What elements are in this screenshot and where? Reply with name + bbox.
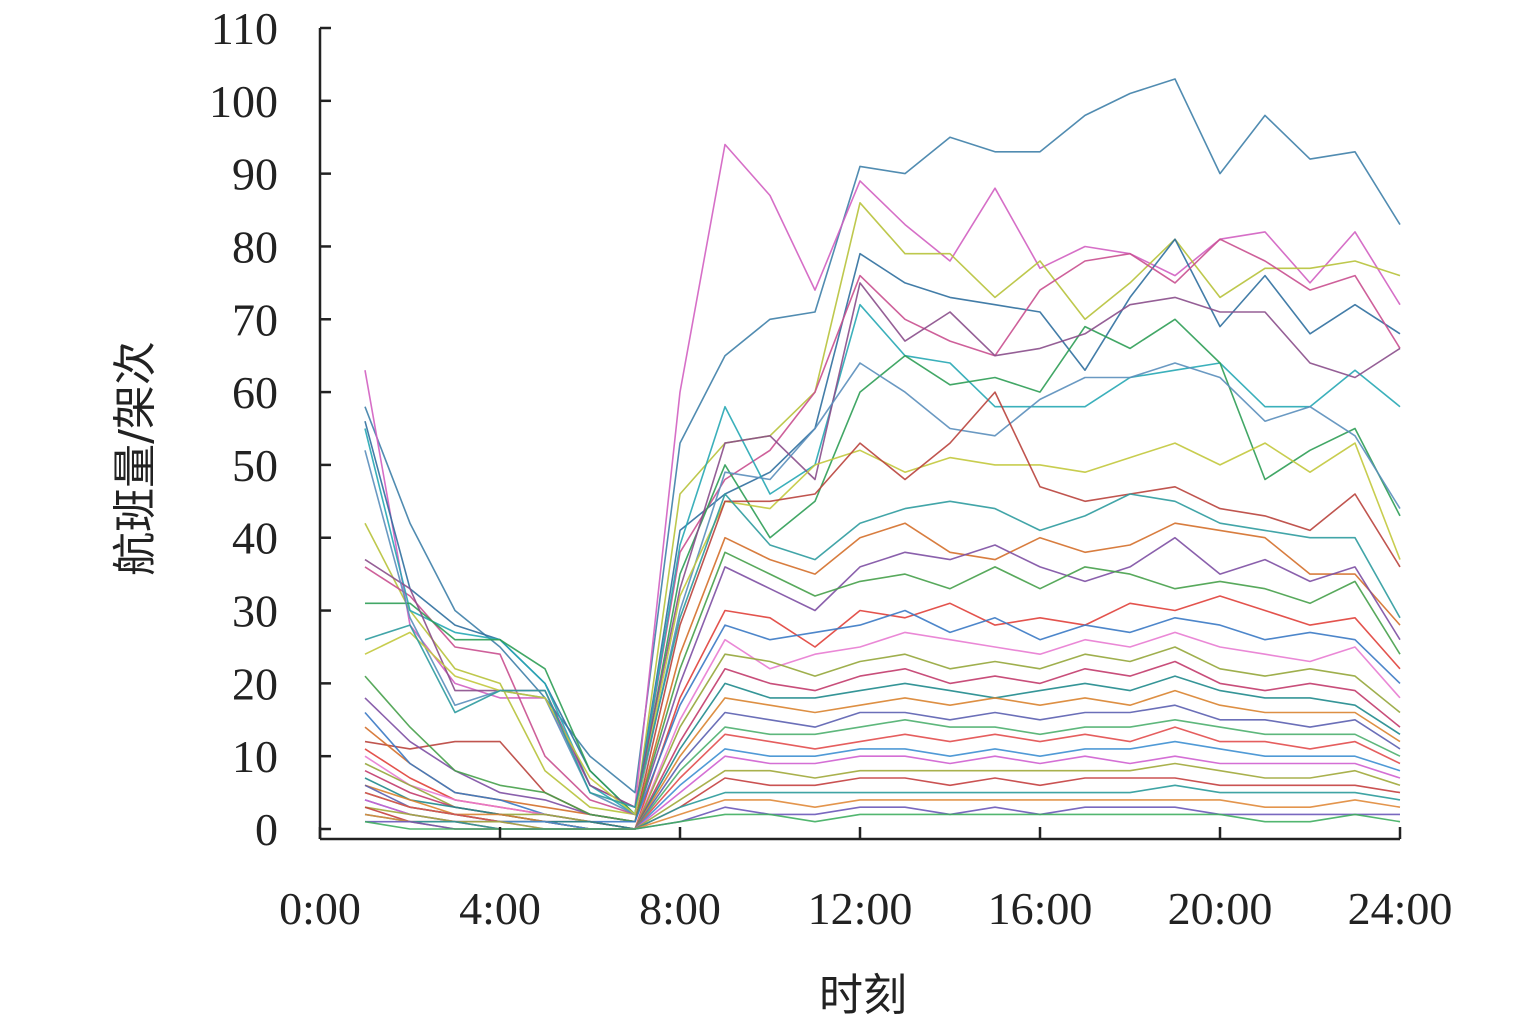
x-tick-label: 20:00 [1168,883,1273,934]
series-line-33 [364,813,1401,830]
x-ticks: 0:00 4:00 8:00 12:00 16:00 20:00 24:00 [279,827,1452,934]
x-tick-label: 16:00 [988,883,1093,934]
y-tick-label: 40 [232,513,278,564]
series-line-11 [364,391,1401,823]
x-tick-label: 24:00 [1348,883,1453,934]
series-layer [364,78,1401,830]
series-line-5 [364,238,1401,816]
series-line-6 [364,303,1401,816]
y-tick-label: 90 [232,149,278,200]
y-tick-label: 100 [209,76,278,127]
series-line-9 [364,362,1401,816]
series-line-2 [364,143,1401,809]
series-line-7 [365,318,1401,816]
x-tick-label: 0:00 [279,883,361,934]
series-line-18 [364,631,1401,830]
series-line-13 [364,522,1401,823]
series-line-26 [364,740,1401,830]
x-tick-label: 4:00 [459,883,541,934]
y-tick-label: 10 [232,731,278,782]
y-tick-label: 80 [232,221,278,272]
y-tick-label: 50 [232,440,278,491]
series-line-28 [364,762,1401,830]
series-line-1 [364,78,1401,794]
x-tick-label: 8:00 [639,883,721,934]
x-tick-label: 12:00 [808,883,913,934]
y-tick-label: 110 [211,3,278,54]
series-line-3 [364,202,1401,816]
series-line-12 [364,493,1401,809]
series-line-22 [364,689,1401,830]
y-tick-label: 70 [232,294,278,345]
y-tick-label: 0 [255,804,278,855]
series-line-10 [364,442,1401,816]
series-line-14 [364,536,1401,823]
series-line-15 [364,551,1401,823]
series-line-17 [364,609,1401,823]
y-tick-label: 30 [232,586,278,637]
y-axis-title: 航班量/架次 [110,341,161,576]
series-line-19 [364,646,1401,830]
x-axis-title: 时刻 [819,970,907,1021]
y-ticks: 0 10 20 30 40 50 60 70 80 90 100 110 [209,3,331,855]
y-tick-label: 60 [232,367,278,418]
series-line-8 [364,282,1401,809]
y-tick-label: 20 [232,658,278,709]
